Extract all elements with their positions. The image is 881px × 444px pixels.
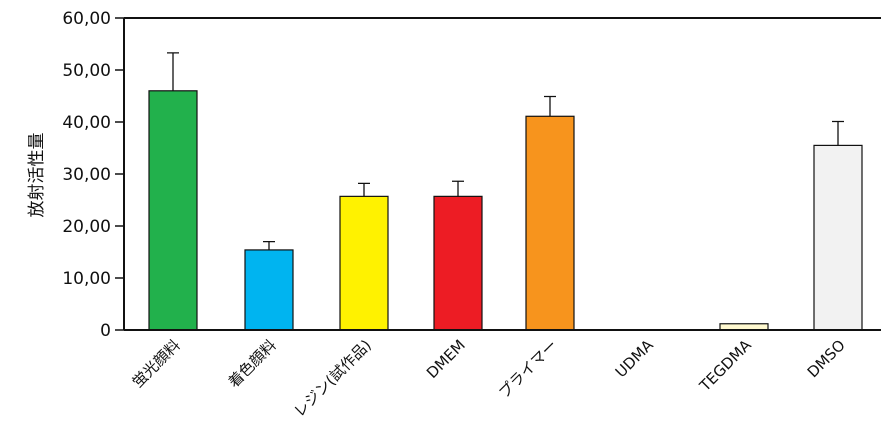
category-label: UDMA <box>612 336 658 382</box>
y-tick-label: 60,00 <box>62 9 111 29</box>
y-tick-label: 20,00 <box>62 217 111 237</box>
bars <box>148 52 863 331</box>
bar-4 <box>433 195 483 331</box>
y-axis-title: 放射活性量 <box>27 133 47 218</box>
y-tick-label: 40,00 <box>62 113 111 133</box>
x-axis-labels: 蛍光顔料 着色顔料 レジン(試作品) DMEM プライマー UDMA TEGDMA DMSO <box>129 336 849 421</box>
bar-2 <box>244 249 294 331</box>
bar-1 <box>148 90 198 331</box>
error-bar-8 <box>832 120 844 146</box>
error-bar-4 <box>452 180 464 197</box>
y-tick-label: 50,00 <box>62 61 111 81</box>
category-label: プライマー <box>495 336 561 402</box>
y-axis-ticks: 0 10,00 20,00 30,00 40,00 50,00 60,00 <box>62 9 124 341</box>
error-bar-1 <box>167 52 179 91</box>
y-tick-label: 0 <box>100 321 111 341</box>
category-label: DMEM <box>423 336 469 382</box>
category-label: 蛍光顔料 <box>129 336 184 391</box>
bar-8 <box>813 144 863 331</box>
category-label: 着色顔料 <box>225 336 280 391</box>
bar-5 <box>525 115 575 331</box>
category-label: レジン(試作品) <box>290 336 375 421</box>
error-bar-5 <box>544 95 556 117</box>
category-label: DMSO <box>804 336 849 381</box>
y-tick-label: 30,00 <box>62 165 111 185</box>
error-bar-3 <box>358 182 370 197</box>
bar-3 <box>339 195 389 331</box>
y-tick-label: 10,00 <box>62 269 111 289</box>
category-label: TEGDMA <box>695 336 755 396</box>
error-bar-2 <box>263 240 275 250</box>
